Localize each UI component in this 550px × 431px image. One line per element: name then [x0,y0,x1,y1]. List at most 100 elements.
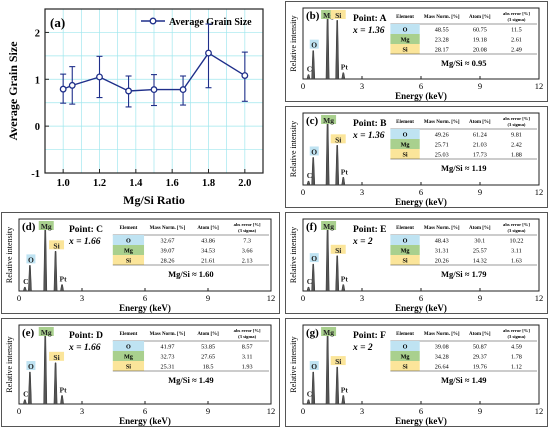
panel-label: (b) [306,10,320,22]
table-header: Mass Norm. [%] [424,15,460,20]
table-header: (3 sigma) [238,334,256,339]
x-tick-label: 0 [301,293,305,303]
eds-spectrum-b: 0 3 6 9 12 Energy (keV) Relative intensity (b) C… [289,7,543,101]
table-cell: O [403,237,408,244]
peak-label: Pt [341,275,349,284]
table-cell: 29.37 [473,353,487,360]
table-header: Element [120,226,138,231]
peak-label: C [307,171,312,180]
x-axis-label: Energy (keV) [395,416,447,426]
x-tick-label: 0 [17,406,21,416]
x-value-label: x = 1.36 [352,131,385,141]
spectrum-peak [306,286,311,292]
table-element-cell [112,351,145,361]
table-cell: 8.57 [242,343,253,350]
x-axis-label: Energy (keV) [395,197,447,207]
peak-label: O [311,362,317,371]
panel-c: 0 3 6 9 12 Energy (keV) Relative intensity (c) C… [285,106,548,208]
table-cell: O [403,131,408,138]
table-header: Mass Norm. [%] [424,120,460,125]
table-cell: 39.07 [161,247,175,254]
table-header: Atom [%] [469,15,491,20]
x-value-label: x = 1.36 [352,26,385,36]
table-header: Atom [%] [197,332,219,337]
x-axis-label: Mg/Si Ratio [123,193,185,207]
table-cell: Si [402,46,407,53]
panel-label: (f) [306,221,317,233]
spectrum-peak [335,145,340,186]
spectrum-peak [306,180,311,186]
x-tick-label: 1.6 [166,178,179,189]
eds-spectrum-g: 0 3 6 9 12 Energy (keV) Relative intensity (g) C… [289,324,544,426]
ratio-label: Mg/Si ≈ 1.79 [441,269,487,279]
x-value-label: x = 1.66 [68,237,101,247]
table-cell: 34.53 [201,247,215,254]
table-header: Mass Norm. [%] [150,332,186,337]
ratio-label: Mg/Si ≈ 1.19 [441,163,487,173]
table-header: Atom [%] [197,226,219,231]
x-tick-label: 9 [478,293,482,303]
peak-label-bg [330,134,346,144]
spectrum-peak [28,265,32,292]
table-cell: 7.3 [243,237,251,244]
spectrum-peak [306,399,311,405]
peak-label: O [311,147,317,156]
peak-label: Pt [60,385,68,394]
table-cell: 26.64 [435,363,449,370]
table-cell: 1.78 [511,353,522,360]
x-axis-label: Energy (keV) [119,416,171,426]
spectrum-peak [306,74,311,80]
peak-label-bg [26,254,36,264]
table-cell: O [126,237,131,244]
table-header: Element [120,332,138,337]
x-tick-label: 3 [360,406,364,416]
x-tick-label: 0 [17,293,21,303]
x-tick-label: 1.4 [129,178,143,189]
spectrum-peak [22,399,27,405]
peak-label: Pt [60,275,68,284]
x-tick-label: 0 [301,406,305,416]
table-cell: O [403,26,408,33]
peak-label: Mg [323,11,334,20]
x-tick-label: 6 [419,81,423,91]
data-point [59,85,67,93]
x-tick-label: 1.8 [202,178,215,189]
point-label: Point: A [353,14,387,24]
table-header: Atom [%] [469,332,491,337]
peak-label-bg [321,115,337,124]
grain-size-chart: 1.0 1.2 1.4 1.6 1.8 2.0 -1 0 1 2 Mg/Si Ratio Averag… [6,8,264,207]
table-header: (3 sigma) [507,228,525,233]
y-tick-label: 1 [35,75,40,86]
table-header: Atom [%] [469,226,491,231]
table-header: abs error [%] [503,116,530,121]
x-tick-label: 9 [478,187,482,197]
table-cell: 21.03 [473,141,487,148]
table-header: abs error [%] [234,328,261,333]
table-element-cell [390,341,420,351]
table-cell: 1.63 [511,257,522,264]
table-header: Element [396,120,414,125]
spectrum-peak [325,226,330,292]
table-header: Mass Norm. [%] [150,226,186,231]
table-cell: 19.76 [473,363,487,370]
point-label: Point: D [69,331,103,341]
panel-label: (d) [22,221,36,233]
panel-f: 0 3 6 9 12 Energy (keV) Relative intensity (f) C… [285,212,548,314]
x-axis-label: Energy (keV) [395,303,447,313]
table-cell: 61.24 [473,131,487,138]
table-header: abs error [%] [503,328,530,333]
x-tick-label: 3 [360,187,364,197]
x-tick-label: 12 [535,406,544,416]
y-axis-label: Relative intensity [289,121,298,177]
table-cell: 1.12 [511,363,522,370]
table-cell: 20.26 [435,257,449,264]
table-cell: 48.55 [435,26,449,33]
table-element-cell [390,139,420,149]
peak-label: Pt [341,167,349,176]
spectrum-peak [43,332,48,405]
panel-b: 0 3 6 9 12 Energy (keV) Relative intensity (b) C… [285,1,548,102]
spectrum-peak [341,284,346,292]
table-element-cell [390,24,420,34]
table-element-cell [390,245,420,255]
peak-label: C [307,277,312,286]
